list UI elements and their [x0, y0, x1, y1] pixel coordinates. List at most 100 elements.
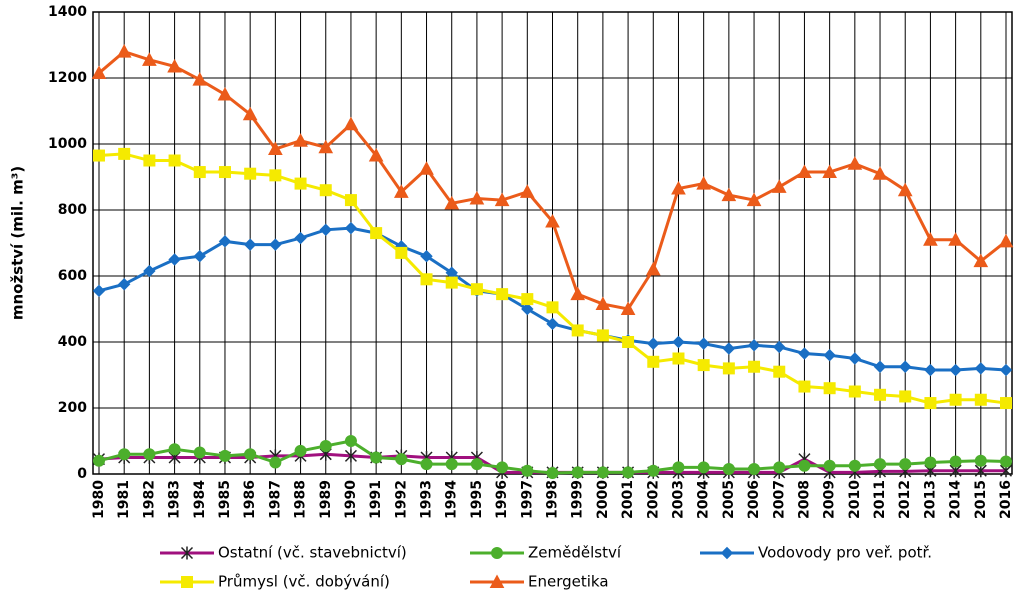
x-tick-label: 2014	[948, 480, 964, 519]
marker	[218, 449, 231, 462]
marker	[143, 448, 156, 461]
marker	[748, 463, 761, 476]
marker	[294, 177, 307, 190]
marker	[521, 464, 534, 477]
marker	[168, 253, 181, 266]
marker	[116, 44, 132, 58]
marker	[319, 184, 332, 197]
marker	[949, 393, 962, 406]
y-tick-label: 1000	[48, 136, 87, 152]
marker	[268, 141, 283, 155]
marker	[847, 156, 863, 170]
marker	[445, 458, 458, 471]
marker	[647, 464, 660, 477]
marker	[93, 149, 105, 162]
marker	[142, 52, 157, 66]
marker	[874, 458, 887, 471]
marker	[293, 133, 308, 147]
marker	[269, 169, 282, 182]
marker	[344, 435, 357, 447]
marker	[218, 235, 232, 248]
marker	[974, 393, 987, 406]
legend-label: Zemědělství	[528, 544, 622, 562]
marker	[370, 227, 383, 240]
x-tick-label: 2004	[696, 480, 712, 519]
y-tick-label: 1400	[48, 4, 87, 20]
marker	[368, 148, 384, 162]
marker	[319, 223, 332, 237]
marker	[899, 458, 912, 471]
marker	[420, 273, 433, 286]
marker	[344, 221, 358, 235]
marker	[91, 65, 107, 80]
y-tick-label: 600	[58, 268, 87, 284]
marker	[243, 238, 257, 251]
marker	[822, 164, 837, 179]
marker	[746, 192, 762, 207]
marker	[823, 348, 836, 362]
marker	[773, 365, 786, 378]
marker	[193, 446, 206, 459]
x-tick-label: 1993	[419, 480, 435, 519]
marker	[798, 459, 811, 472]
x-tick-label: 1998	[545, 480, 561, 519]
marker	[318, 139, 334, 154]
y-axis-label: množství (mil. m³)	[9, 166, 27, 320]
marker	[949, 455, 962, 468]
marker	[672, 352, 685, 365]
y-tick-label: 0	[77, 466, 87, 482]
marker	[620, 301, 636, 315]
x-tick-label: 2013	[922, 480, 938, 519]
x-tick-label: 1986	[242, 480, 258, 519]
x-tick-label: 1999	[570, 480, 586, 519]
marker	[848, 352, 862, 365]
marker	[773, 461, 786, 474]
marker	[343, 116, 359, 131]
x-tick-label: 2003	[670, 480, 686, 519]
marker	[395, 246, 408, 259]
marker	[420, 249, 433, 263]
marker	[168, 443, 181, 456]
x-tick-label: 2009	[822, 480, 838, 519]
x-tick-label: 2001	[620, 480, 636, 519]
marker	[722, 362, 735, 375]
x-tick-label: 1982	[141, 480, 157, 519]
x-tick-label: 2010	[847, 480, 863, 519]
legend-label: Ostatní (vč. stavebnictví)	[218, 544, 407, 562]
marker	[696, 176, 712, 190]
marker	[244, 448, 257, 461]
y-tick-label: 400	[58, 334, 87, 350]
x-tick-label: 2002	[645, 480, 661, 519]
marker	[294, 231, 307, 245]
marker	[797, 164, 812, 179]
marker	[117, 278, 131, 291]
x-tick-label: 1997	[519, 480, 535, 519]
marker	[595, 296, 611, 311]
marker	[697, 461, 710, 474]
marker	[546, 301, 559, 314]
marker	[118, 147, 131, 160]
marker	[949, 363, 962, 377]
x-tick-label: 2011	[872, 480, 888, 519]
marker	[672, 335, 685, 349]
x-tick-label: 1989	[318, 480, 334, 519]
marker	[93, 454, 105, 467]
marker	[269, 238, 282, 251]
marker	[773, 340, 786, 354]
marker	[469, 190, 485, 205]
x-tick-label: 2005	[721, 480, 737, 519]
x-tick-label: 1983	[167, 480, 183, 519]
marker	[899, 360, 912, 373]
marker	[294, 444, 307, 457]
legend-label: Průmysl (vč. dobývání)	[218, 573, 390, 591]
y-tick-label: 1200	[48, 70, 87, 86]
x-tick-label: 1980	[91, 480, 107, 519]
marker	[92, 284, 106, 298]
marker	[420, 458, 433, 471]
marker	[496, 461, 509, 474]
y-tick-label: 200	[58, 400, 87, 416]
marker	[470, 283, 483, 296]
marker	[167, 58, 182, 73]
marker	[445, 276, 458, 289]
